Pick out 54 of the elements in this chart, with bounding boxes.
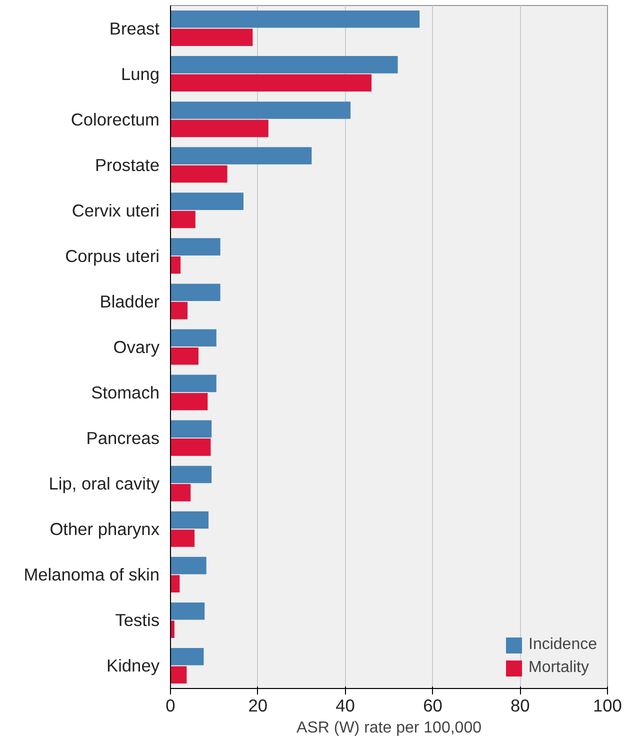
bar [170,511,209,529]
bar [170,575,180,592]
y-tick-label: Bladder [100,291,160,312]
y-tick-label: Testis [115,610,160,630]
bar [170,28,253,46]
bar [170,256,181,274]
x-tick-label: 80 [510,696,530,716]
bar [170,438,211,456]
bar [170,666,187,684]
bar [170,466,212,484]
y-tick-label: Other pharynx [50,519,160,540]
bar [170,347,198,365]
y-tick-label: Corpus uteri [65,246,160,266]
bar [170,147,312,164]
y-tick-label: Melanoma of skin [24,564,160,585]
legend-label: Mortality [528,659,589,677]
bar [170,284,220,302]
bar [170,56,398,74]
x-axis-title: ASR (W) rate per 100,000 [296,720,482,736]
bar [170,102,351,119]
bar [170,210,196,228]
x-tick-label: 100 [593,696,622,716]
bar [170,165,228,183]
x-tick-label: 60 [423,696,442,716]
bar [170,302,188,320]
bar [170,10,420,28]
y-tick-label: Cervix uteri [72,200,160,220]
bar [170,602,205,620]
bar [170,648,204,666]
bar [170,392,208,410]
x-tick-label: 0 [166,696,176,716]
y-tick-label: Stomach [91,382,160,403]
y-tick-label: Lung [120,64,160,84]
bar [170,620,174,638]
bar [170,192,244,210]
bar [170,329,216,347]
bar [170,238,220,256]
y-tick-label: Lip, oral cavity [48,474,160,494]
y-tick-label: Ovary [113,337,160,357]
bar [170,530,195,547]
bar [170,374,216,392]
y-tick-label: Colorectum [70,109,160,130]
y-tick-label: Prostate [94,154,160,175]
bar [170,74,372,92]
x-tick-label: 40 [336,696,355,716]
y-tick-label: Kidney [106,656,160,676]
bar [170,120,268,138]
y-tick-label: Breast [109,18,160,38]
bar [170,420,212,438]
bar [170,484,191,502]
legend-label: Incidence [528,636,597,654]
bar [170,556,206,574]
y-tick-label: Pancreas [86,428,160,448]
x-tick-label: 20 [248,696,268,716]
